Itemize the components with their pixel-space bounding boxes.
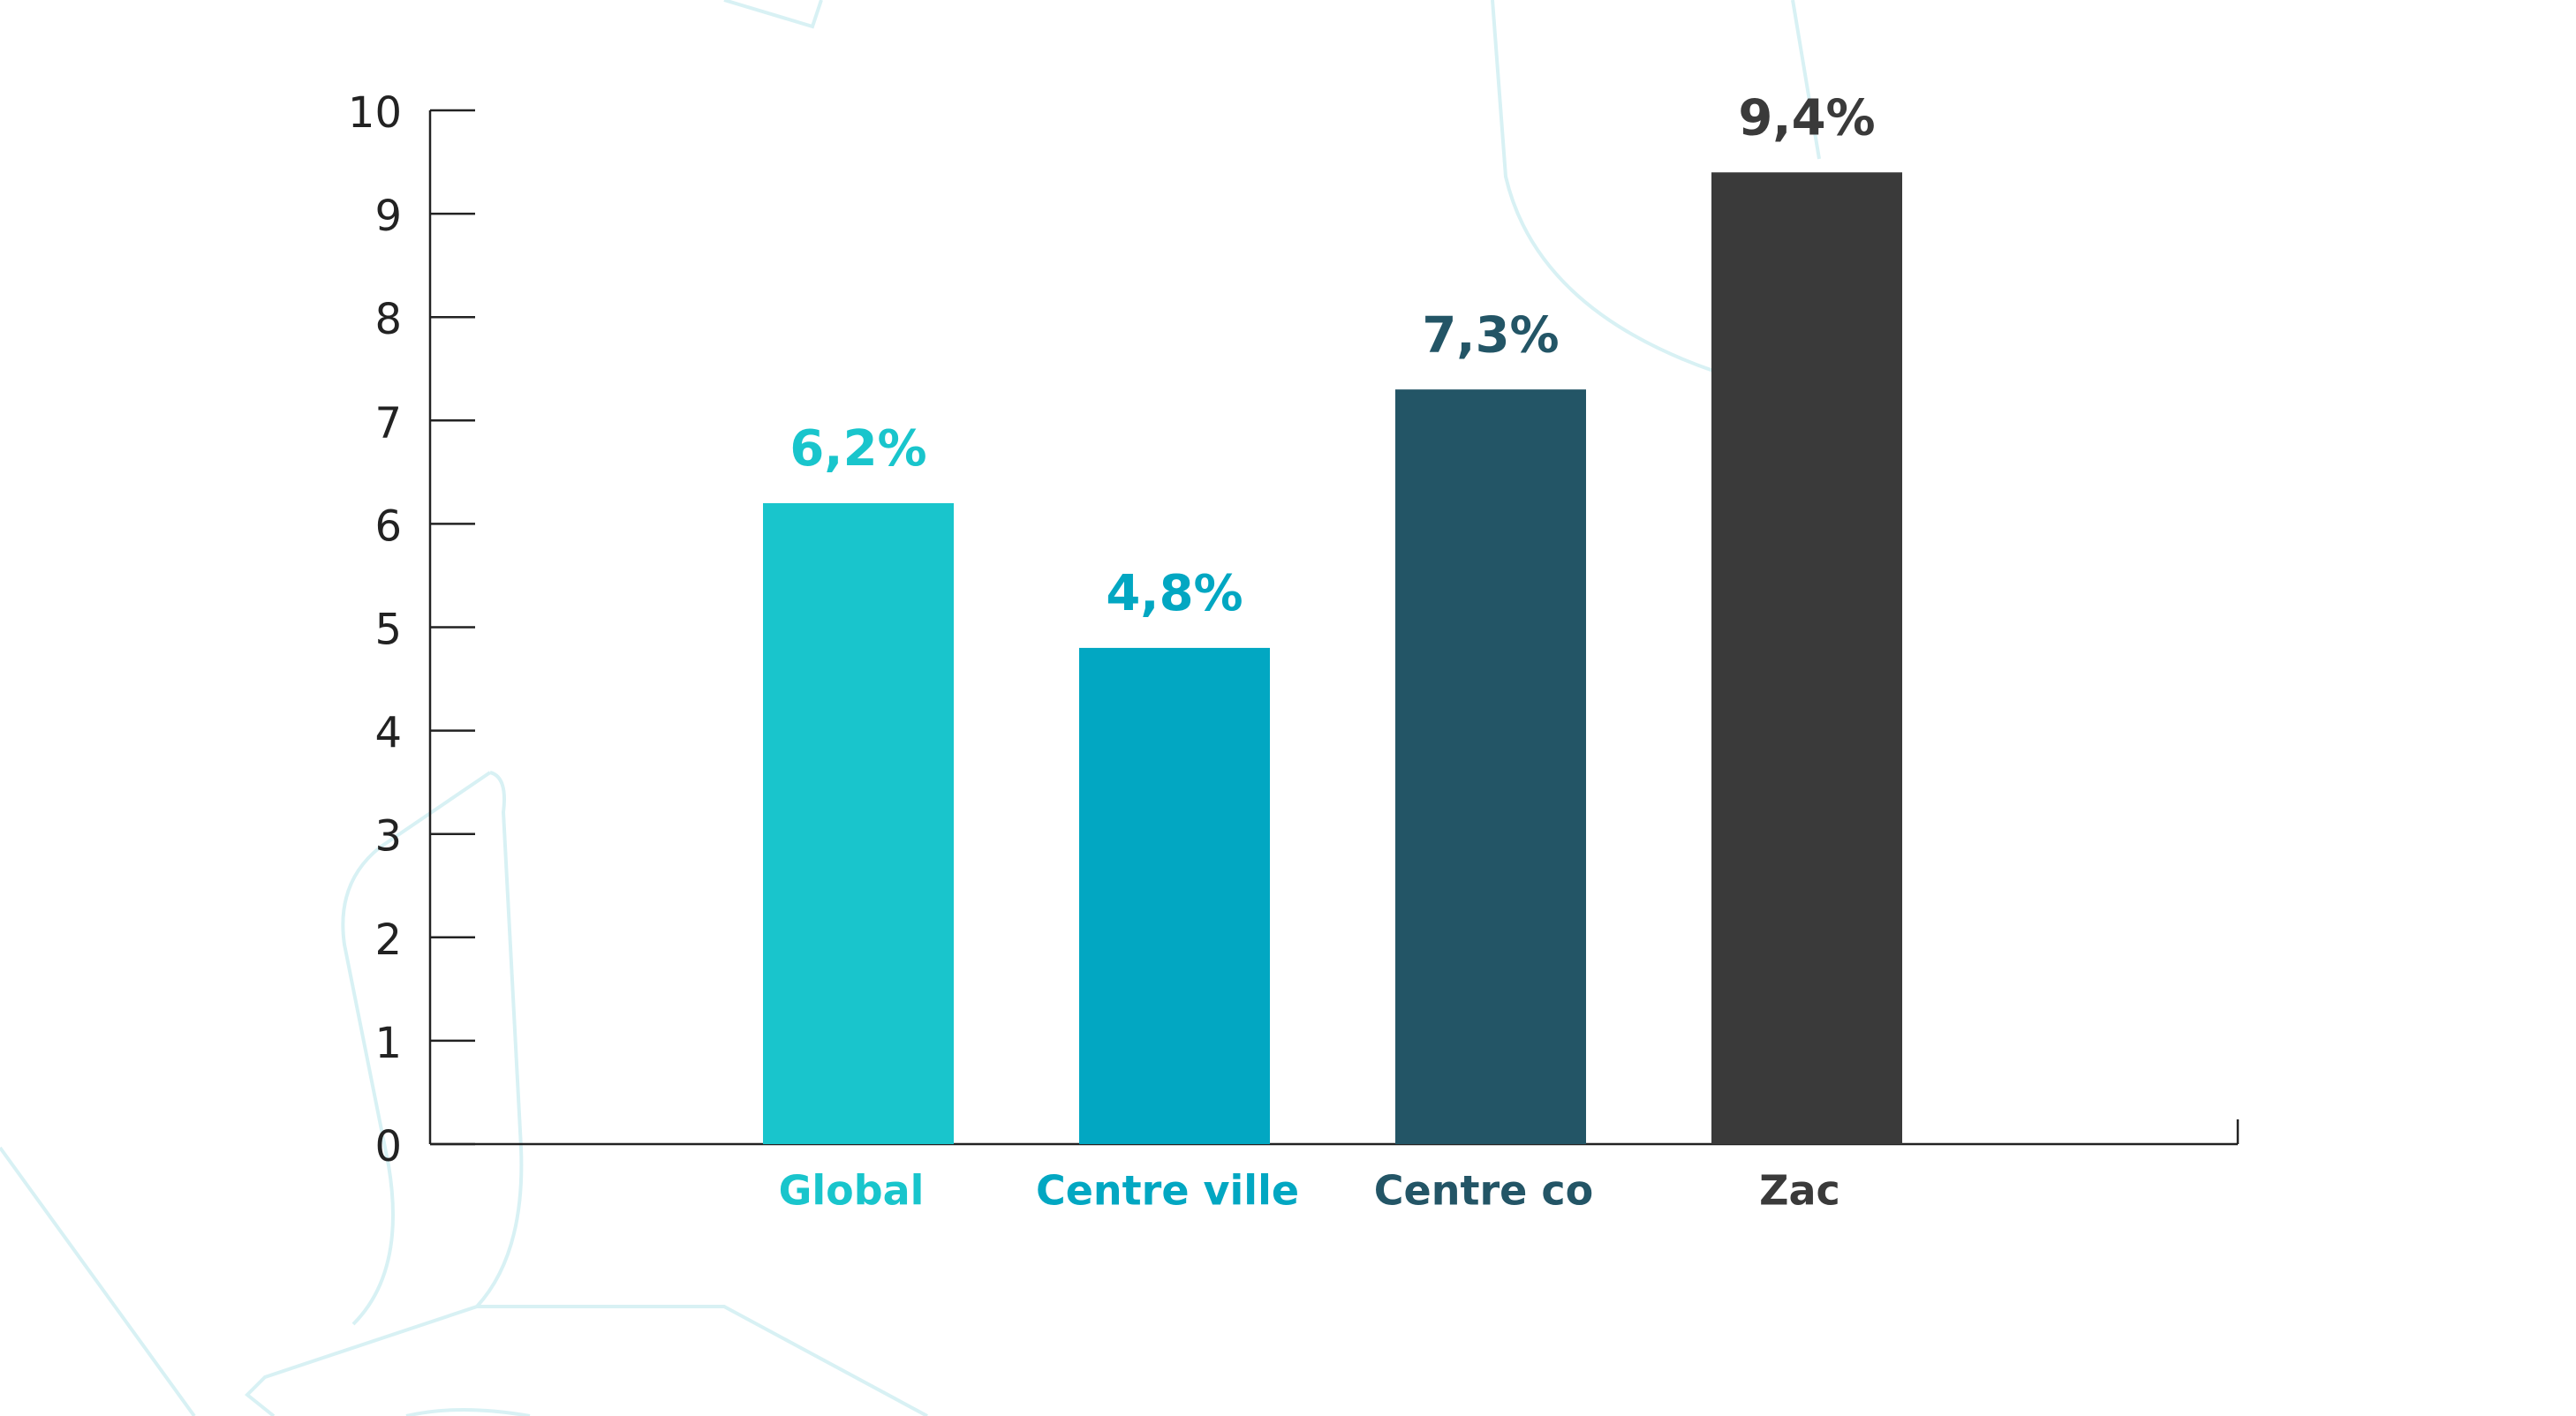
y-tick-label: 7 xyxy=(374,398,402,448)
y-tick-label: 3 xyxy=(374,812,402,862)
y-tick-label: 4 xyxy=(374,709,402,758)
value-label: 9,4% xyxy=(1738,89,1875,147)
background-decoration xyxy=(0,0,1821,1416)
value-label: 6,2% xyxy=(789,420,926,478)
y-tick-label: 9 xyxy=(374,192,402,241)
x-tick-label: Global xyxy=(779,1167,925,1215)
x-tick-label: Centre co xyxy=(1374,1167,1593,1215)
y-tick-label: 2 xyxy=(374,915,402,965)
x-tick-label: Centre ville xyxy=(1036,1167,1299,1215)
x-tick-label: Zac xyxy=(1759,1167,1840,1215)
bar xyxy=(1079,647,1270,1144)
y-tick-label: 5 xyxy=(374,606,402,655)
y-tick-label: 10 xyxy=(348,88,402,138)
bar xyxy=(1395,389,1586,1144)
y-tick-label: 8 xyxy=(374,295,402,344)
y-tick-label: 1 xyxy=(374,1019,402,1068)
value-label: 4,8% xyxy=(1106,565,1243,622)
value-label: 7,3% xyxy=(1422,306,1559,364)
bar xyxy=(763,502,954,1144)
y-tick-label: 0 xyxy=(374,1122,402,1171)
y-tick-label: 6 xyxy=(374,501,402,551)
bar xyxy=(1711,172,1902,1144)
